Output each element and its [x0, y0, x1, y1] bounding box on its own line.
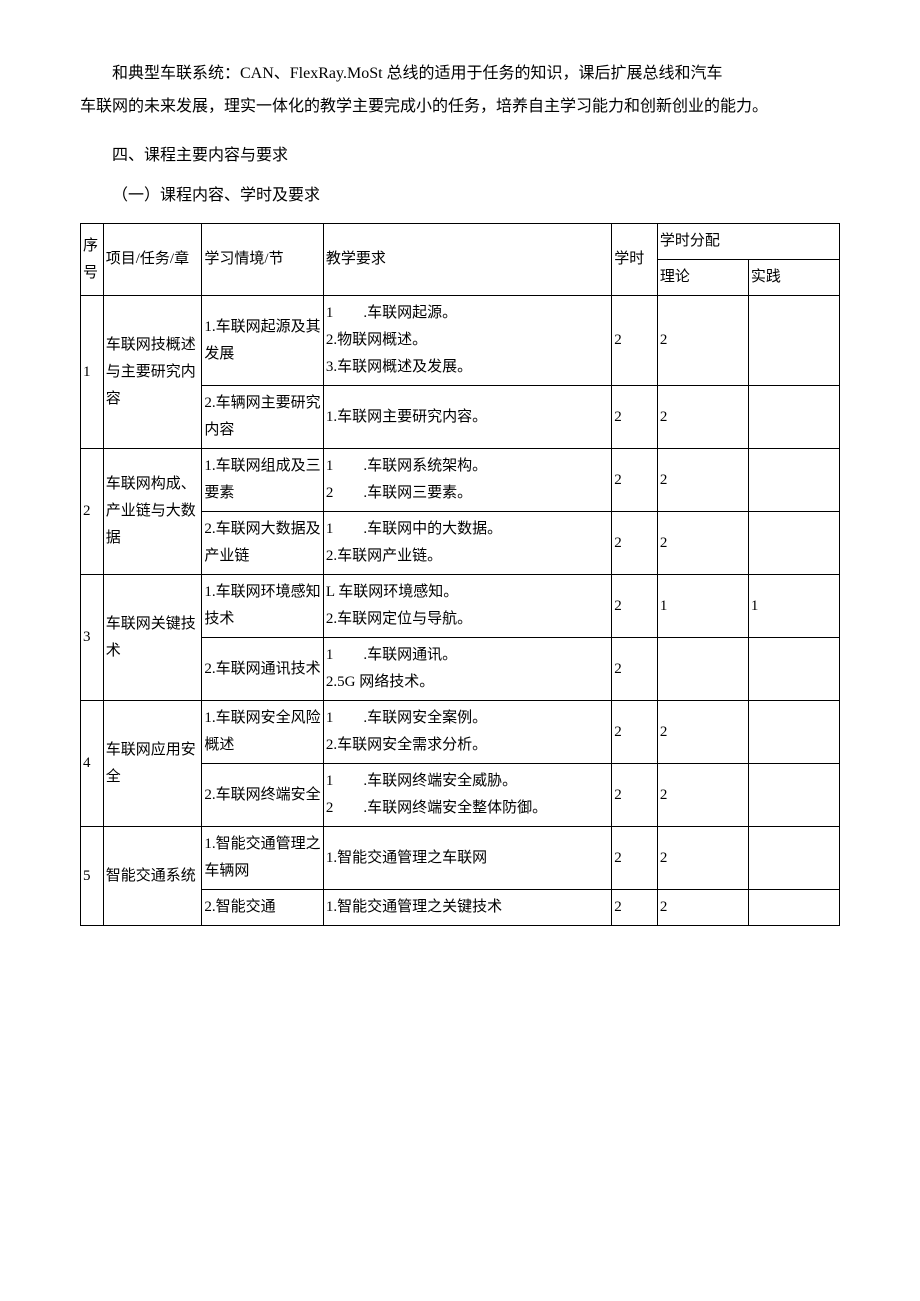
- cell-theory: 2: [657, 512, 748, 575]
- header-project: 项目/任务/章: [103, 224, 202, 296]
- cell-hours: 2: [612, 386, 658, 449]
- req-line: 2 .车联网三要素。: [326, 480, 609, 507]
- cell-hours: 2: [612, 638, 658, 701]
- cell-requirements: 1 .车联网起源。 2.物联网概述。 3.车联网概述及发展。: [323, 296, 611, 386]
- cell-seq: 4: [81, 701, 104, 827]
- cell-requirements: 1.智能交通管理之车联网: [323, 827, 611, 890]
- table-row: 1 车联网技概述与主要研究内容 1.车联网起源及其发展 1 .车联网起源。 2.…: [81, 296, 840, 386]
- cell-theory: [657, 638, 748, 701]
- cell-practice: 1: [748, 575, 839, 638]
- cell-requirements: 1 .车联网安全案例。 2.车联网安全需求分析。: [323, 701, 611, 764]
- table-header-row: 序号 项目/任务/章 学习情境/节 教学要求 学时 学时分配: [81, 224, 840, 260]
- cell-seq: 2: [81, 449, 104, 575]
- req-line: 1.智能交通管理之车联网: [326, 845, 609, 872]
- req-line: 1 .车联网终端安全威胁。: [326, 768, 609, 795]
- cell-theory: 1: [657, 575, 748, 638]
- cell-practice: [748, 638, 839, 701]
- req-line: 2.物联网概述。: [326, 327, 609, 354]
- cell-practice: [748, 701, 839, 764]
- header-hours: 学时: [612, 224, 658, 296]
- cell-hours: 2: [612, 449, 658, 512]
- cell-context: 2.车联网通讯技术: [202, 638, 323, 701]
- cell-requirements: L 车联网环境感知。 2.车联网定位与导航。: [323, 575, 611, 638]
- cell-practice: [748, 827, 839, 890]
- cell-theory: 2: [657, 890, 748, 926]
- cell-requirements: 1.车联网主要研究内容。: [323, 386, 611, 449]
- table-row: 2 车联网构成、产业链与大数据 1.车联网组成及三要素 1 .车联网系统架构。 …: [81, 449, 840, 512]
- req-line: 3.车联网概述及发展。: [326, 354, 609, 381]
- cell-context: 1.车联网环境感知技术: [202, 575, 323, 638]
- cell-practice: [748, 764, 839, 827]
- header-context: 学习情境/节: [202, 224, 323, 296]
- cell-project: 车联网关键技术: [103, 575, 202, 701]
- cell-hours: 2: [612, 827, 658, 890]
- req-line: 1 .车联网系统架构。: [326, 453, 609, 480]
- cell-theory: 2: [657, 449, 748, 512]
- req-line: 1 .车联网中的大数据。: [326, 516, 609, 543]
- cell-hours: 2: [612, 764, 658, 827]
- header-practice: 实践: [748, 260, 839, 296]
- table-row: 5 智能交通系统 1.智能交通管理之车辆网 1.智能交通管理之车联网 2 2: [81, 827, 840, 890]
- req-line: L 车联网环境感知。: [326, 579, 609, 606]
- req-line: 1 .车联网安全案例。: [326, 705, 609, 732]
- section-4-heading: 四、课程主要内容与要求: [80, 142, 840, 171]
- req-line: 2.车联网产业链。: [326, 543, 609, 570]
- req-line: 2.车联网定位与导航。: [326, 606, 609, 633]
- cell-practice: [748, 386, 839, 449]
- cell-practice: [748, 449, 839, 512]
- cell-theory: 2: [657, 827, 748, 890]
- cell-theory: 2: [657, 764, 748, 827]
- req-line: 1 .车联网起源。: [326, 300, 609, 327]
- cell-requirements: 1.智能交通管理之关键技术: [323, 890, 611, 926]
- cell-practice: [748, 890, 839, 926]
- req-line: 2.5G 网络技术。: [326, 669, 609, 696]
- cell-requirements: 1 .车联网通讯。 2.5G 网络技术。: [323, 638, 611, 701]
- cell-project: 车联网构成、产业链与大数据: [103, 449, 202, 575]
- intro-paragraph-2: 车联网的未来发展，理实一体化的教学主要完成小的任务，培养自主学习能力和创新创业的…: [80, 93, 840, 122]
- cell-hours: 2: [612, 890, 658, 926]
- cell-requirements: 1 .车联网终端安全威胁。 2 .车联网终端安全整体防御。: [323, 764, 611, 827]
- header-seq: 序号: [81, 224, 104, 296]
- course-content-table: 序号 项目/任务/章 学习情境/节 教学要求 学时 学时分配 理论 实践 1 车…: [80, 223, 840, 926]
- cell-hours: 2: [612, 701, 658, 764]
- header-theory: 理论: [657, 260, 748, 296]
- req-line: 2.车联网安全需求分析。: [326, 732, 609, 759]
- cell-project: 智能交通系统: [103, 827, 202, 926]
- cell-hours: 2: [612, 296, 658, 386]
- intro-paragraph-1: 和典型车联系统：CAN、FlexRay.MoSt 总线的适用于任务的知识，课后扩…: [80, 60, 840, 89]
- cell-hours: 2: [612, 575, 658, 638]
- cell-seq: 3: [81, 575, 104, 701]
- cell-requirements: 1 .车联网中的大数据。 2.车联网产业链。: [323, 512, 611, 575]
- cell-project: 车联网应用安全: [103, 701, 202, 827]
- section-4-1-subheading: （一）课程内容、学时及要求: [80, 182, 840, 211]
- cell-context: 2.智能交通: [202, 890, 323, 926]
- cell-context: 1.车联网起源及其发展: [202, 296, 323, 386]
- cell-context: 2.车联网终端安全: [202, 764, 323, 827]
- cell-context: 1.智能交通管理之车辆网: [202, 827, 323, 890]
- cell-context: 1.车联网安全风险概述: [202, 701, 323, 764]
- cell-theory: 2: [657, 386, 748, 449]
- header-distribution: 学时分配: [657, 224, 839, 260]
- cell-seq: 1: [81, 296, 104, 449]
- cell-context: 1.车联网组成及三要素: [202, 449, 323, 512]
- cell-hours: 2: [612, 512, 658, 575]
- req-line: 1.车联网主要研究内容。: [326, 404, 609, 431]
- cell-context: 2.车辆网主要研究内容: [202, 386, 323, 449]
- cell-requirements: 1 .车联网系统架构。 2 .车联网三要素。: [323, 449, 611, 512]
- cell-project: 车联网技概述与主要研究内容: [103, 296, 202, 449]
- cell-context: 2.车联网大数据及产业链: [202, 512, 323, 575]
- table-row: 3 车联网关键技术 1.车联网环境感知技术 L 车联网环境感知。 2.车联网定位…: [81, 575, 840, 638]
- req-line: 2 .车联网终端安全整体防御。: [326, 795, 609, 822]
- req-line: 1.智能交通管理之关键技术: [326, 894, 609, 921]
- cell-seq: 5: [81, 827, 104, 926]
- cell-theory: 2: [657, 701, 748, 764]
- cell-practice: [748, 296, 839, 386]
- header-requirements: 教学要求: [323, 224, 611, 296]
- req-line: 1 .车联网通讯。: [326, 642, 609, 669]
- table-row: 4 车联网应用安全 1.车联网安全风险概述 1 .车联网安全案例。 2.车联网安…: [81, 701, 840, 764]
- cell-theory: 2: [657, 296, 748, 386]
- cell-practice: [748, 512, 839, 575]
